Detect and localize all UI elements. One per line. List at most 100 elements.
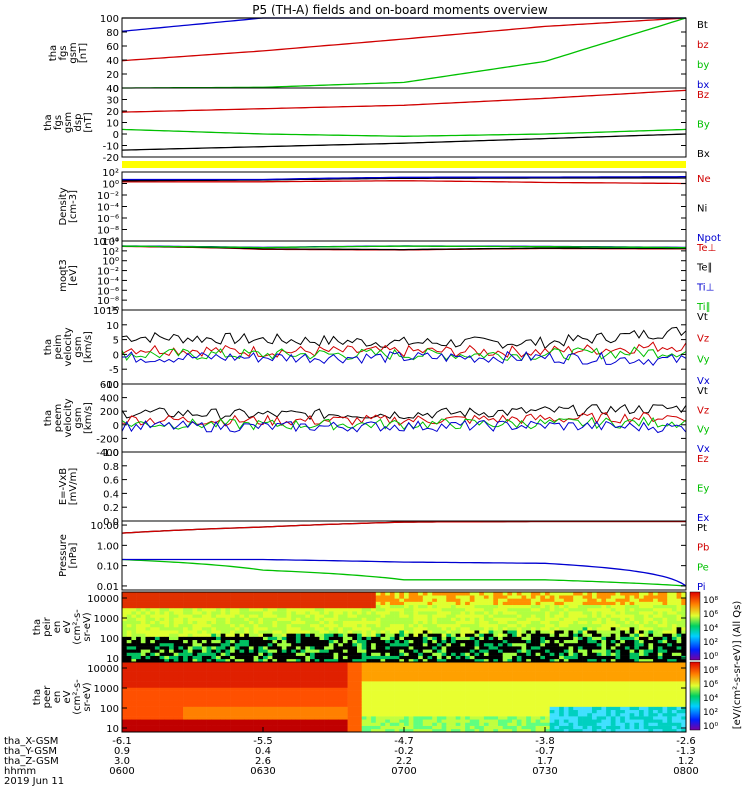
heatmap-cell <box>460 623 466 628</box>
heatmap-cell <box>540 604 546 609</box>
heatmap-cell <box>465 709 471 714</box>
heatmap-cell <box>211 658 217 663</box>
heatmap-cell <box>126 684 132 688</box>
heatmap-cell <box>220 697 226 701</box>
heatmap-cell <box>648 614 654 618</box>
heatmap-cell <box>371 630 377 634</box>
heatmap-cell <box>211 595 217 599</box>
heatmap-cell <box>432 649 438 653</box>
heatmap-cell <box>225 611 231 615</box>
heatmap-cell <box>253 601 259 606</box>
heatmap-cell <box>465 722 471 726</box>
heatmap-cell <box>502 700 508 704</box>
heatmap-cell <box>206 658 212 663</box>
heatmap-cell <box>540 671 546 676</box>
heatmap-cell <box>173 627 179 631</box>
heatmap-cell <box>545 690 550 695</box>
heatmap-cell <box>483 592 489 596</box>
heatmap-cell <box>333 630 339 634</box>
heatmap-cell <box>375 607 381 612</box>
heatmap-cell <box>446 728 452 733</box>
heatmap-cell <box>197 690 203 695</box>
heatmap-cell <box>164 620 170 625</box>
heatmap-cell <box>159 617 165 621</box>
chart-title: P5 (TH-A) fields and on-board moments ov… <box>252 3 548 17</box>
heatmap-cell <box>507 646 513 650</box>
heatmap-cell <box>286 646 292 650</box>
heatmap-cell <box>291 697 297 701</box>
heatmap-cell <box>244 712 250 717</box>
heatmap-cell <box>291 595 297 599</box>
heatmap-cell <box>620 614 626 618</box>
heatmap-cell <box>357 595 362 599</box>
heatmap-cell <box>347 614 353 618</box>
heatmap-cell <box>535 617 541 621</box>
heatmap-cell <box>460 722 466 726</box>
heatmap-cell <box>286 665 292 669</box>
y-tick-label: 30 <box>106 96 119 107</box>
heatmap-cell <box>389 712 395 717</box>
heatmap-cell <box>197 719 203 723</box>
heatmap-cell <box>314 662 320 666</box>
heatmap-cell <box>361 607 367 612</box>
heatmap-cell <box>305 716 311 720</box>
y-label-line: [nT] <box>78 43 89 63</box>
heatmap-cell <box>150 620 156 625</box>
heatmap-cell <box>253 690 259 695</box>
heatmap-cell <box>615 633 621 637</box>
legend-label: Vz <box>697 333 709 344</box>
heatmap-cell <box>545 595 550 599</box>
heatmap-cell <box>197 614 203 618</box>
heatmap-cell <box>521 674 527 679</box>
heatmap-cell <box>305 706 311 711</box>
heatmap-cell <box>554 693 560 698</box>
heatmap-cell <box>201 722 207 726</box>
heatmap-cell <box>488 684 494 688</box>
heatmap-cell <box>122 646 127 650</box>
y-tick-label: 15 <box>106 306 119 317</box>
series-line-Ti∥ <box>122 245 686 249</box>
heatmap-cell <box>521 697 527 701</box>
heatmap-cell <box>418 662 424 666</box>
heatmap-cell <box>493 614 499 618</box>
heatmap-cell <box>234 642 240 647</box>
heatmap-cell <box>460 712 466 717</box>
heatmap-cell <box>126 658 132 663</box>
heatmap-cell <box>230 646 236 650</box>
heatmap-cell <box>216 693 221 698</box>
heatmap-cell <box>122 681 127 685</box>
heatmap-cell <box>498 700 503 704</box>
heatmap-cell <box>606 652 612 656</box>
heatmap-cell <box>253 687 259 691</box>
heatmap-cell <box>230 614 236 618</box>
heatmap-cell <box>310 646 315 650</box>
legend-label: Ez <box>697 454 709 465</box>
heatmap-cell <box>610 652 616 656</box>
heatmap-cell <box>239 674 245 679</box>
heatmap-cell <box>305 611 311 615</box>
heatmap-cell <box>418 611 424 615</box>
heatmap-cell <box>272 684 278 688</box>
heatmap-cell <box>225 728 231 733</box>
heatmap-cell <box>535 598 541 602</box>
heatmap-cell <box>244 709 250 714</box>
heatmap-cell <box>535 687 541 691</box>
heatmap-cell <box>639 607 644 612</box>
heatmap-cell <box>502 728 508 733</box>
heatmap-cell <box>234 725 240 730</box>
heatmap-cell <box>357 598 362 602</box>
heatmap-cell <box>187 716 193 720</box>
heatmap-cell <box>305 627 311 631</box>
heatmap-cell <box>206 693 212 698</box>
heatmap-cell <box>493 601 499 606</box>
heatmap-cell <box>455 652 461 656</box>
heatmap-cell <box>371 728 377 733</box>
heatmap-cell <box>286 655 292 660</box>
heatmap-cell <box>502 665 508 669</box>
heatmap-cell <box>150 716 156 720</box>
heatmap-cell <box>230 658 236 663</box>
heatmap-cell <box>131 649 137 653</box>
heatmap-cell <box>281 655 287 660</box>
heatmap-cell <box>305 633 311 637</box>
heatmap-cell <box>305 719 311 723</box>
